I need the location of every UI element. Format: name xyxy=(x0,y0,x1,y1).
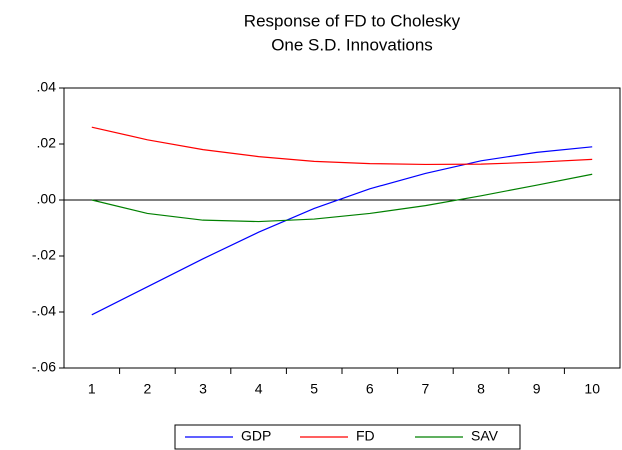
y-tick-label: .02 xyxy=(37,135,57,151)
chart-title: Response of FD to Cholesky xyxy=(244,11,461,30)
legend-label: GDP xyxy=(241,428,271,444)
y-tick-label: .00 xyxy=(37,191,57,207)
y-tick-label: .04 xyxy=(37,79,57,95)
line-series xyxy=(91,146,593,316)
x-tick-label: 8 xyxy=(477,381,485,397)
line-series xyxy=(91,126,593,166)
y-tick-label: -.06 xyxy=(32,359,56,375)
chart-title: One S.D. Innovations xyxy=(271,35,433,54)
legend-label: SAV xyxy=(471,428,499,444)
line-series xyxy=(91,173,593,223)
legend-label: FD xyxy=(356,428,375,444)
x-tick-label: 3 xyxy=(199,381,207,397)
x-tick-label: 9 xyxy=(533,381,541,397)
x-tick-label: 6 xyxy=(366,381,374,397)
x-tick-label: 7 xyxy=(422,381,430,397)
x-tick-label: 1 xyxy=(88,381,96,397)
y-tick-label: -.04 xyxy=(32,303,56,319)
x-tick-label: 4 xyxy=(255,381,263,397)
y-tick-label: -.02 xyxy=(32,247,56,263)
x-tick-label: 5 xyxy=(310,381,318,397)
x-tick-label: 2 xyxy=(144,381,152,397)
plot-frame xyxy=(63,87,621,369)
x-tick-label: 10 xyxy=(584,381,600,397)
